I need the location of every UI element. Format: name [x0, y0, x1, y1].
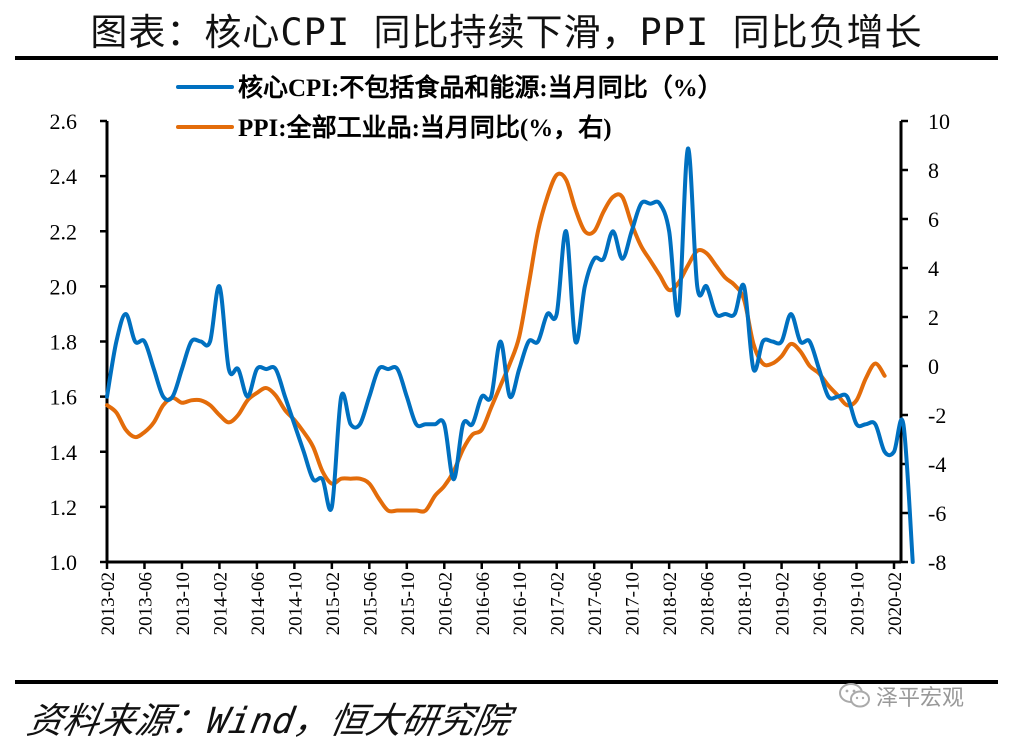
x-tick-label: 2019-06: [810, 572, 831, 635]
x-tick-label: 2015-06: [360, 572, 381, 635]
right-tick-label: -8: [928, 550, 946, 575]
source-note: 资料来源：Wind，恒大研究院: [23, 692, 515, 744]
x-tick-label: 2019-02: [773, 572, 794, 635]
series-line-core-cpi: [107, 148, 913, 562]
x-tick-label: 2018-02: [660, 572, 681, 635]
x-tick-label: 2019-10: [848, 572, 869, 635]
watermark: 泽平宏观: [838, 680, 964, 712]
x-tick-label: 2014-06: [248, 572, 269, 635]
left-tick-label: 1.8: [50, 330, 78, 355]
series-lines: [107, 148, 913, 562]
right-tick-label: 2: [928, 305, 939, 330]
right-tick-label: 4: [928, 256, 939, 281]
x-tick-label: 2014-10: [285, 572, 306, 635]
right-tick-label: -6: [928, 501, 946, 526]
x-tick-label: 2013-02: [98, 572, 119, 635]
x-tick-label: 2018-10: [735, 572, 756, 635]
right-tick-label: 10: [928, 109, 950, 134]
x-tick-label: 2017-06: [585, 572, 606, 635]
watermark-text: 泽平宏观: [876, 680, 964, 712]
legend-label-core-cpi: 核心CPI:不包括食品和能源:当月同比（%）: [238, 73, 723, 102]
x-tick-label: 2020-02: [885, 572, 906, 635]
right-tick-label: 0: [928, 354, 939, 379]
line-chart: 核心CPI:不包括食品和能源:当月同比（%） PPI:全部工业品:当月同比(%，…: [0, 0, 1013, 680]
left-tick-label: 2.0: [50, 274, 78, 299]
right-tick-label: 6: [928, 207, 939, 232]
left-tick-label: 2.4: [50, 164, 78, 189]
x-tick-label: 2018-06: [698, 572, 719, 635]
x-tick-label: 2013-06: [135, 572, 156, 635]
wechat-icon: [838, 682, 872, 710]
x-tick-label: 2016-06: [473, 572, 494, 635]
x-tick-label: 2017-10: [623, 572, 644, 635]
legend-label-ppi: PPI:全部工业品:当月同比(%，右): [238, 113, 612, 142]
x-tick-label: 2017-02: [548, 572, 569, 635]
right-tick-label: -2: [928, 403, 946, 428]
left-tick-label: 2.6: [50, 109, 78, 134]
series-line-ppi: [107, 174, 885, 512]
left-tick-label: 1.4: [50, 440, 78, 465]
x-tick-label: 2013-10: [173, 572, 194, 635]
left-tick-label: 2.2: [50, 219, 78, 244]
x-tick-label: 2016-02: [435, 572, 456, 635]
right-tick-label: -4: [928, 452, 946, 477]
x-tick-label: 2015-02: [323, 572, 344, 635]
x-tick-label: 2015-10: [398, 572, 419, 635]
left-tick-label: 1.2: [50, 495, 78, 520]
legend: 核心CPI:不包括食品和能源:当月同比（%） PPI:全部工业品:当月同比(%，…: [178, 73, 723, 142]
left-tick-label: 1.0: [50, 550, 78, 575]
x-tick-label: 2014-02: [210, 572, 231, 635]
x-tick-label: 2016-10: [510, 572, 531, 635]
left-tick-label: 1.6: [50, 385, 78, 410]
right-tick-label: 8: [928, 158, 939, 183]
